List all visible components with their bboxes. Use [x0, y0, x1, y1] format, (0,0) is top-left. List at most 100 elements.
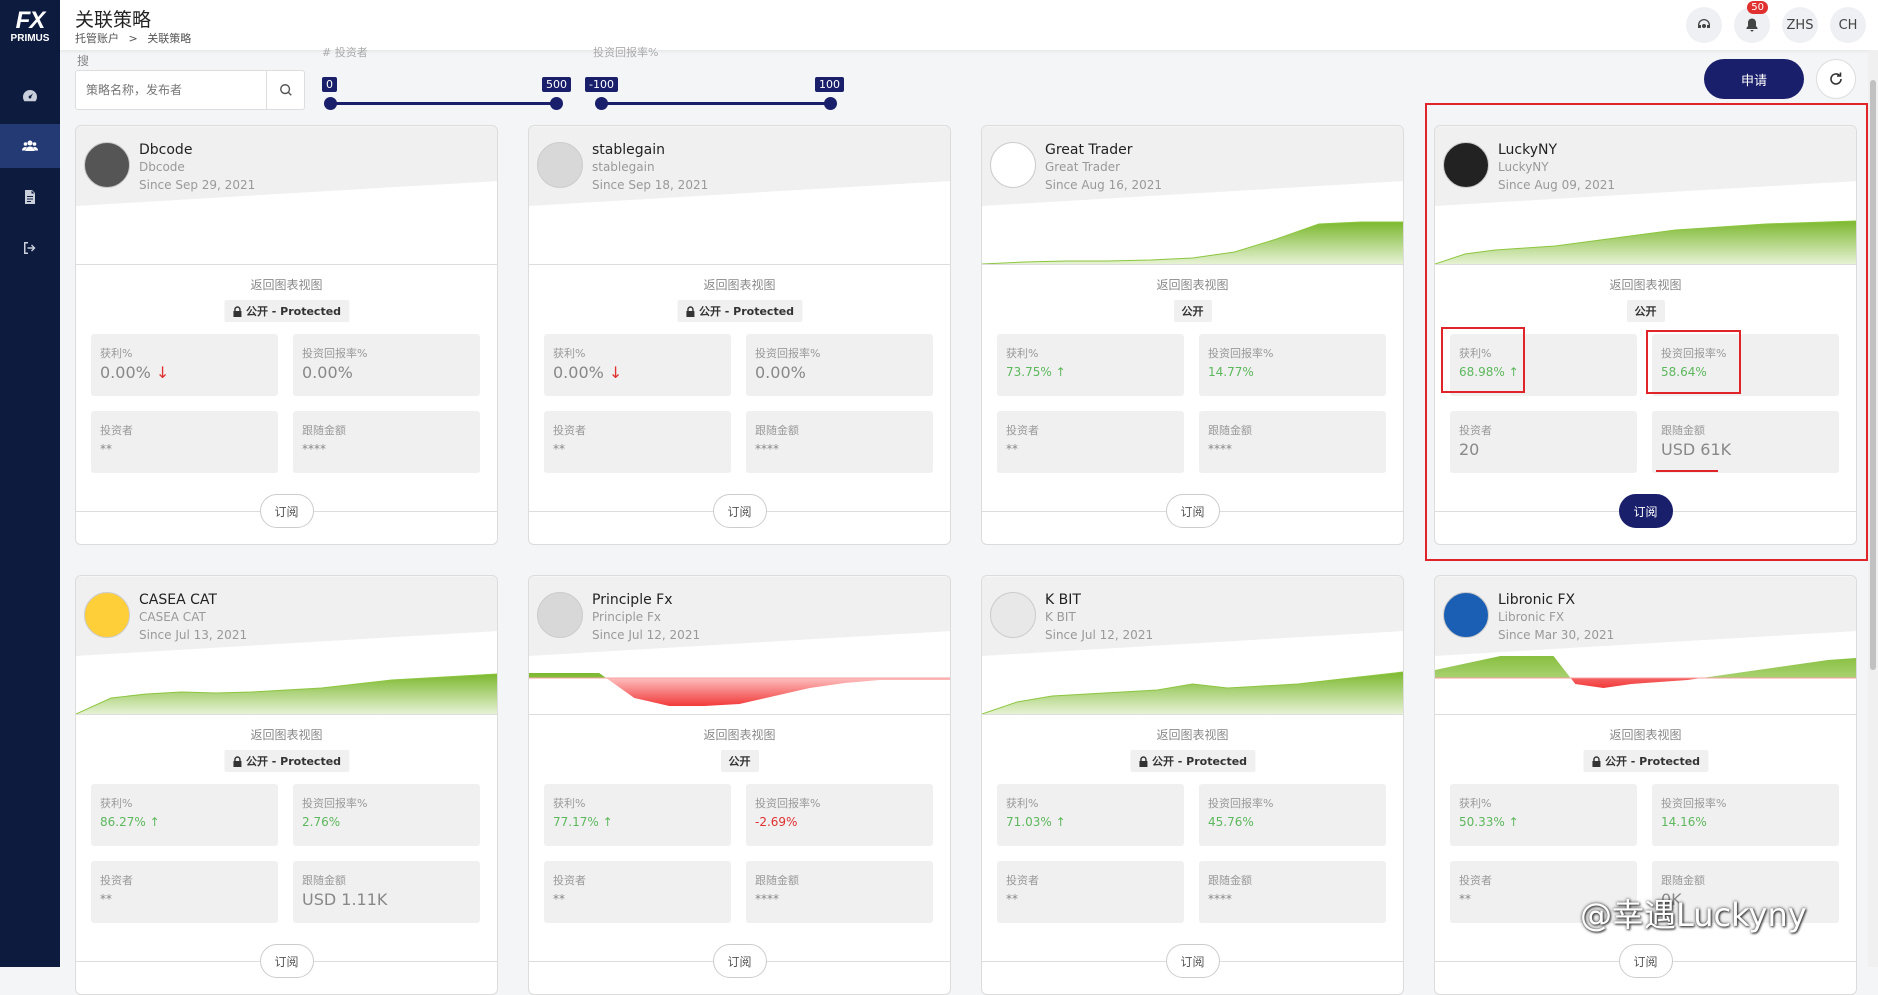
sidebar-item-documents[interactable]	[0, 175, 60, 219]
visibility-badge: 公开	[1173, 300, 1212, 322]
subscribe-button[interactable]: 订阅	[712, 944, 767, 978]
investors-label: 投资者	[1006, 874, 1039, 887]
back-to-chart-link[interactable]: 返回图表视图	[703, 728, 776, 742]
search-button[interactable]	[266, 71, 304, 109]
chart-area	[76, 206, 497, 266]
search-input[interactable]	[76, 71, 266, 109]
investors-slider-min-handle[interactable]	[324, 97, 337, 110]
investors-label: 投资者	[1459, 874, 1492, 887]
chart-area	[982, 206, 1403, 266]
roi-label: 投资回报率%	[755, 347, 821, 360]
return-slider-track[interactable]	[601, 102, 830, 105]
avatar	[537, 142, 583, 188]
trader-name[interactable]: K BIT	[1045, 592, 1081, 608]
back-to-chart-link[interactable]: 返回图表视图	[1156, 728, 1229, 742]
profit-stat: 获利% 77.17% ↑	[544, 784, 731, 846]
subscribe-button[interactable]: 订阅	[1618, 494, 1673, 528]
roi-stat: 投资回报率% 0.00%	[746, 334, 933, 396]
document-icon	[25, 190, 35, 204]
down-arrow-icon: ↓	[603, 363, 623, 382]
scrollbar-thumb[interactable]	[1870, 80, 1876, 670]
watermark: @幸遇Luckyny	[1580, 896, 1807, 934]
return-slider-max-handle[interactable]	[824, 97, 837, 110]
strategy-card[interactable]: stablegain stablegain Since Sep 18, 2021 返回…	[528, 125, 951, 545]
lock-icon	[1138, 755, 1147, 767]
profit-number: 86.27%	[100, 815, 146, 829]
subscribe-button[interactable]: 订阅	[712, 494, 767, 528]
dashboard-icon	[23, 90, 37, 102]
divider	[76, 264, 497, 265]
roi-value: 14.77%	[1208, 365, 1254, 379]
return-slider-min-handle[interactable]	[595, 97, 608, 110]
investors-slider-max-handle[interactable]	[550, 97, 563, 110]
investors-value: **	[553, 442, 565, 456]
subscribe-button[interactable]: 订阅	[259, 494, 314, 528]
investors-max-tag: 500	[542, 77, 571, 92]
visibility-badge: 公开 - Protected	[1129, 750, 1256, 772]
subscribe-button[interactable]: 订阅	[1165, 494, 1220, 528]
strategy-card[interactable]: K BIT K BIT Since Jul 12, 2021 返回图表视图公开 - P…	[981, 575, 1404, 995]
strategy-card[interactable]: Principle Fx Principle Fx Since Jul 12, 20…	[528, 575, 951, 995]
card-header-bg	[76, 126, 497, 206]
page-scrollbar[interactable]	[1868, 50, 1878, 967]
profit-value: 0.00% ↓	[100, 363, 169, 382]
roi-stat: 投资回报率% -2.69%	[746, 784, 933, 846]
back-to-chart-link[interactable]: 返回图表视图	[1609, 278, 1682, 292]
avatar	[1443, 592, 1489, 638]
profit-value: 0.00% ↓	[553, 363, 622, 382]
trader-username: Dbcode	[139, 160, 185, 174]
amount-stat: 跟随金额 ****	[1199, 411, 1386, 473]
sidebar-item-dashboard[interactable]	[0, 74, 60, 118]
amount-label: 跟随金额	[1661, 874, 1705, 887]
profit-number: 0.00%	[100, 363, 151, 382]
roi-stat: 投资回报率% 58.64%	[1652, 334, 1839, 396]
trader-name[interactable]: Great Trader	[1045, 142, 1133, 158]
investors-stat: 投资者 20	[1450, 411, 1637, 473]
back-to-chart-link[interactable]: 返回图表视图	[250, 278, 323, 292]
chart-area	[529, 206, 950, 266]
notification-count-badge: 50	[1747, 1, 1768, 14]
strategy-card[interactable]: LuckyNY LuckyNY Since Aug 09, 2021 返回图表视图 公开…	[1434, 125, 1857, 545]
subscribe-button[interactable]: 订阅	[259, 944, 314, 978]
language-button[interactable]: ZHS	[1782, 7, 1818, 43]
roi-stat: 投资回报率% 14.16%	[1652, 784, 1839, 846]
apply-button[interactable]: 申请	[1704, 59, 1804, 99]
strategy-card[interactable]: Dbcode Dbcode Since Sep 29, 2021 返回图表视图 公开 -…	[75, 125, 498, 545]
card-header: LuckyNY LuckyNY Since Aug 09, 2021	[1435, 126, 1856, 266]
amount-value: 0K	[1661, 890, 1682, 909]
highlight-luckyny-profit	[1441, 327, 1525, 393]
sidebar-item-logout[interactable]	[0, 226, 60, 270]
sidebar-item-strategies[interactable]	[0, 124, 60, 168]
trader-name[interactable]: LuckyNY	[1498, 142, 1558, 158]
trader-name[interactable]: Principle Fx	[592, 592, 673, 608]
back-to-chart-link[interactable]: 返回图表视图	[703, 278, 776, 292]
support-button[interactable]	[1686, 7, 1722, 43]
return-slider-label: 投资回报率%	[593, 46, 659, 59]
strategy-card[interactable]: Great Trader Great Trader Since Aug 16, 20…	[981, 125, 1404, 545]
trader-username: K BIT	[1045, 610, 1076, 624]
investors-value: **	[1459, 892, 1471, 906]
performance-chart	[1435, 220, 1856, 265]
notifications-button[interactable]: 50	[1734, 1, 1770, 43]
strategy-card[interactable]: Libronic FX Libronic FX Since Mar 30, 2021…	[1434, 575, 1857, 995]
back-to-chart-link[interactable]: 返回图表视图	[1156, 278, 1229, 292]
subscribe-button[interactable]: 订阅	[1165, 944, 1220, 978]
trader-name[interactable]: Libronic FX	[1498, 592, 1576, 608]
trader-since: Since Jul 12, 2021	[1045, 628, 1154, 642]
logo-sub: PRIMUS	[10, 33, 50, 44]
user-avatar[interactable]: CH	[1830, 7, 1866, 43]
trader-name[interactable]: CASEA CAT	[139, 592, 217, 608]
investors-slider-track[interactable]	[330, 102, 556, 105]
trader-name[interactable]: Dbcode	[139, 142, 193, 158]
back-to-chart-link[interactable]: 返回图表视图	[1609, 728, 1682, 742]
fxprimus-logo[interactable]: FX PRIMUS	[6, 8, 54, 52]
chart-area	[982, 656, 1403, 716]
trader-name[interactable]: stablegain	[592, 142, 665, 158]
roi-label: 投资回报率%	[755, 797, 821, 810]
strategy-card[interactable]: CASEA CAT CASEA CAT Since Jul 13, 2021 返回图表…	[75, 575, 498, 995]
subscribe-button[interactable]: 订阅	[1618, 944, 1673, 978]
breadcrumb-managed-accounts[interactable]: 托管账户	[75, 32, 119, 45]
back-to-chart-link[interactable]: 返回图表视图	[250, 728, 323, 742]
performance-chart	[982, 221, 1403, 265]
refresh-button[interactable]	[1816, 59, 1856, 99]
